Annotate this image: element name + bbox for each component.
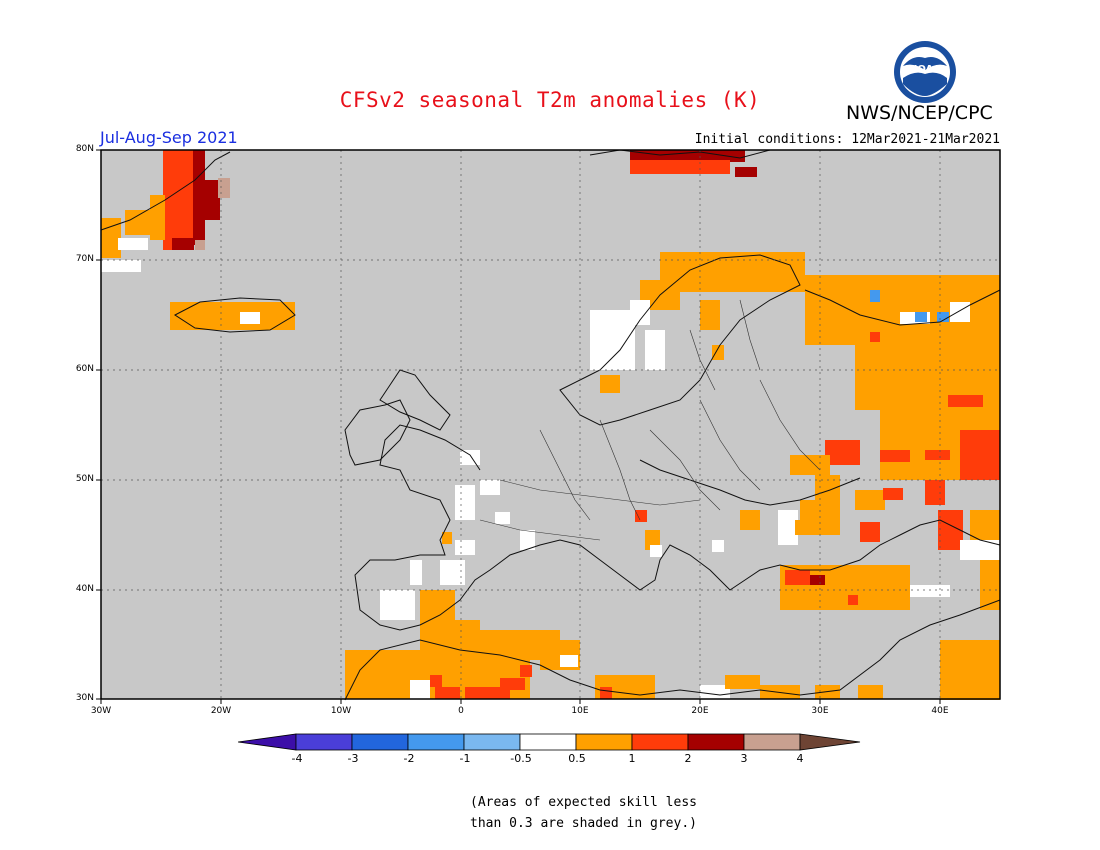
footnote-line: than 0.3 are shaded in grey.) — [470, 816, 697, 831]
skill-footnote: (Areas of expected skill less than 0.3 a… — [470, 792, 730, 834]
lat-tick-label: 30N — [75, 693, 94, 703]
lon-tick-label: 40E — [931, 706, 949, 716]
lon-tick-label: 30E — [811, 706, 829, 716]
colorbar-high-arrow — [799, 733, 861, 751]
chart-title: CFSv2 seasonal T2m anomalies (K) — [339, 88, 761, 112]
lat-tick-label: 70N — [75, 254, 94, 264]
lat-tick-label: 80N — [75, 144, 94, 154]
lon-tick-label: 30W — [90, 706, 112, 716]
colorbar-label: 1 — [628, 752, 636, 765]
map-frame — [100, 149, 1001, 700]
colorbar-label: -1 — [459, 752, 471, 765]
colorbar-label: 0.5 — [568, 752, 586, 765]
colorbar — [238, 733, 861, 751]
colorbar-label: -2 — [403, 752, 415, 765]
colorbar-label: 3 — [740, 752, 748, 765]
lat-tick-label: 40N — [75, 584, 94, 594]
lat-tick-label: 50N — [75, 474, 94, 484]
lon-tick-label: 20W — [210, 706, 232, 716]
initial-conditions: Initial conditions: 12Mar2021-21Mar2021 — [694, 132, 1000, 147]
tick-marks — [96, 149, 941, 704]
lon-tick-label: 10W — [330, 706, 352, 716]
noaa-logo-text: NOAA — [909, 64, 941, 75]
gridlines — [101, 150, 1000, 699]
footnote-line: (Areas of expected skill less — [470, 795, 697, 810]
agency-label: NWS/NCEP/CPC — [846, 102, 993, 124]
lon-tick-label: 0 — [458, 706, 464, 716]
lat-tick-label: 60N — [75, 364, 94, 374]
colorbar-label: 2 — [684, 752, 692, 765]
colorbar-label: 4 — [796, 752, 804, 765]
colorbar-label: -3 — [347, 752, 359, 765]
forecast-period: Jul-Aug-Sep 2021 — [100, 128, 238, 147]
lon-tick-label: 20E — [691, 706, 709, 716]
noaa-logo: NOAA — [894, 41, 956, 103]
colorbar-label: -4 — [291, 752, 303, 765]
country-borders — [479, 299, 821, 541]
lon-tick-label: 10E — [571, 706, 589, 716]
skill-mask-background — [101, 150, 1000, 699]
colorbar-label: -0.5 — [510, 752, 532, 765]
colorbar-low-arrow — [238, 733, 297, 751]
